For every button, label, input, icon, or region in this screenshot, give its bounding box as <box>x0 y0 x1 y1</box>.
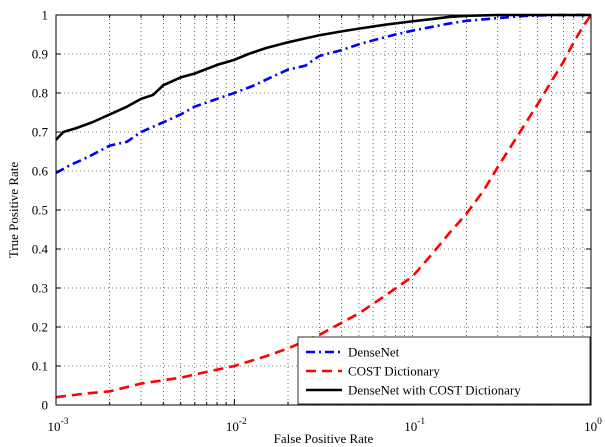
x-axis-label: False Positive Rate <box>274 431 374 446</box>
legend-label: DenseNet with COST Dictionary <box>348 383 521 398</box>
y-tick-label: 0.5 <box>32 203 48 218</box>
x-tick-label: 10-3 <box>48 417 69 434</box>
axis-ticks <box>55 14 592 406</box>
legend: DenseNet COST Dictionary DenseNet with COS… <box>297 336 591 405</box>
y-tick-label: 0.2 <box>32 320 48 335</box>
y-tick-label: 0.4 <box>32 242 49 257</box>
y-tick-label: 0.7 <box>32 125 49 140</box>
y-tick-label: 0.9 <box>32 47 48 62</box>
y-axis-label: True Positive Rate <box>6 162 21 259</box>
x-tick-label: 10-1 <box>404 417 425 434</box>
series-line-3 <box>55 13 591 141</box>
y-tick-label: 0.8 <box>32 86 48 101</box>
y-tick-label: 1 <box>42 8 49 23</box>
x-tick-label: 10-2 <box>226 417 247 434</box>
series-layer <box>55 13 593 399</box>
legend-label: COST Dictionary <box>348 364 440 379</box>
y-tick-label: 0.3 <box>32 281 48 296</box>
legend-box <box>297 336 591 405</box>
x-tick-label: 100 <box>584 417 602 434</box>
y-tick-label: 0.6 <box>32 164 49 179</box>
tick-labels: 0 0.1 0.2 0.3 0.4 0.5 0.6 0.7 0.8 0.9 1 10-3 10-2 10-… <box>32 8 602 435</box>
y-tick-label: 0 <box>42 398 49 413</box>
y-tick-label: 0.1 <box>32 359 48 374</box>
legend-label: DenseNet <box>348 345 400 360</box>
series-line-1 <box>55 13 591 175</box>
